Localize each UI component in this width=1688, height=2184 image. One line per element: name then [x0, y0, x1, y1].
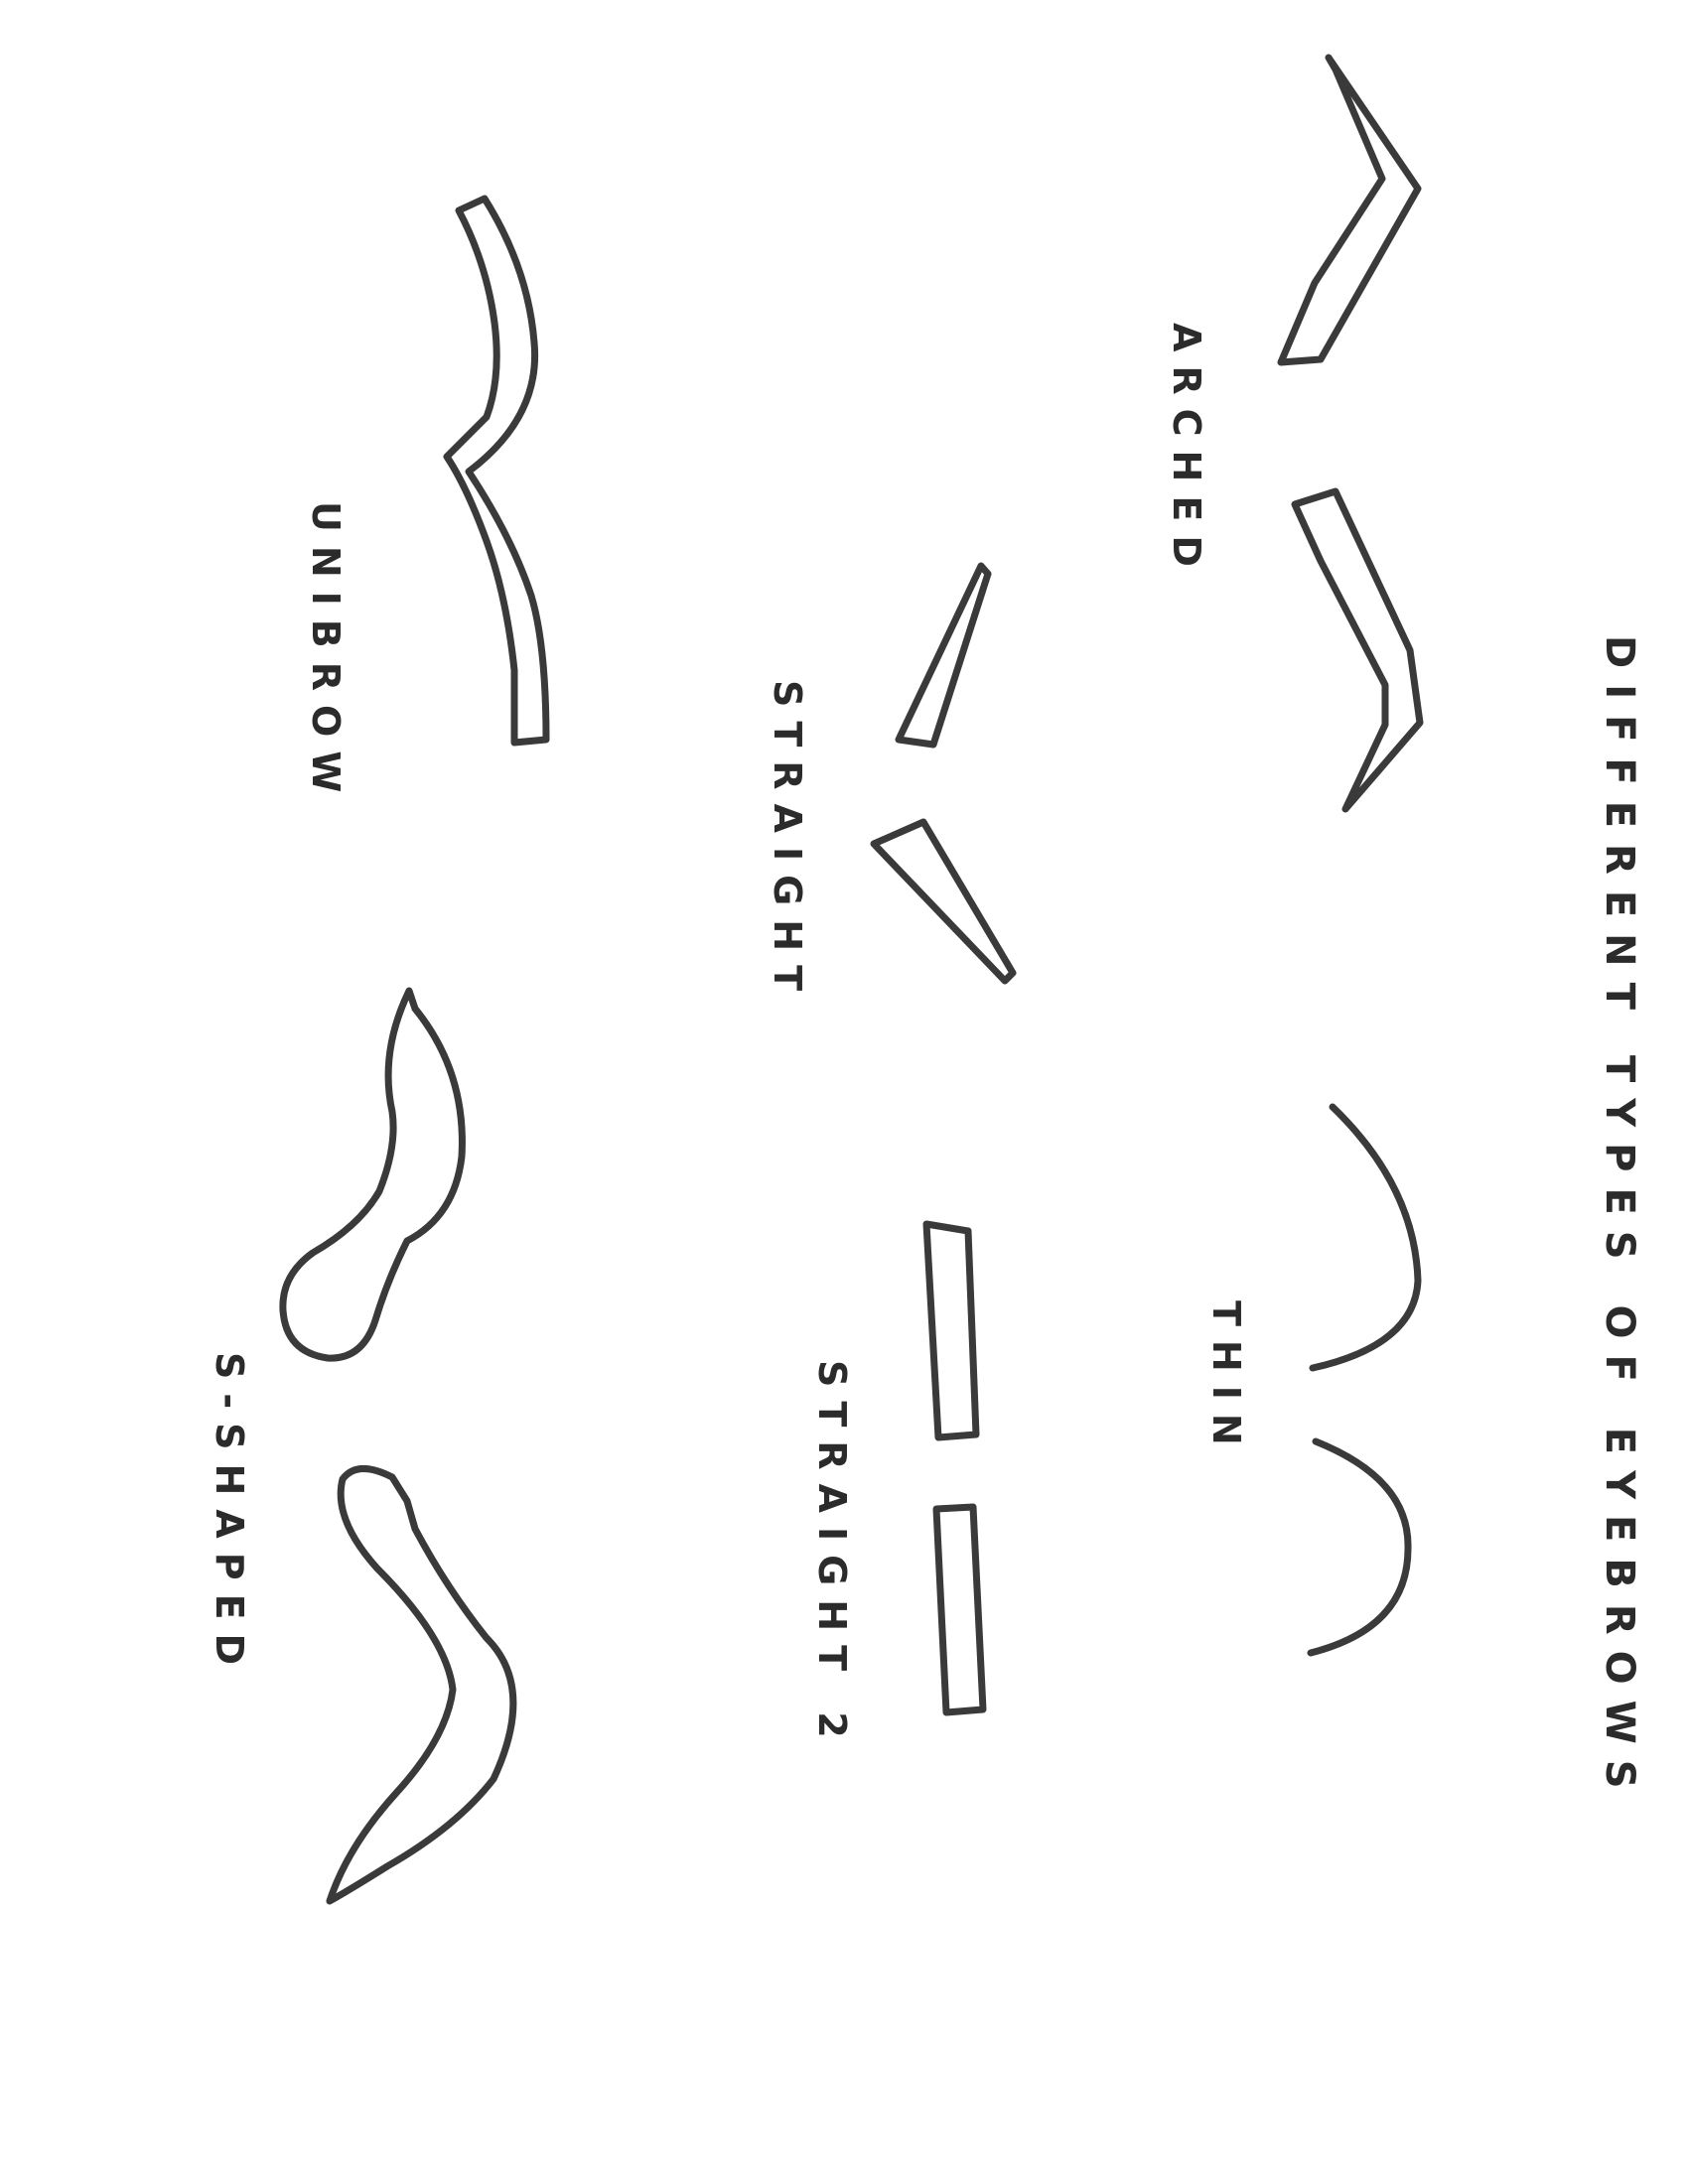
- arched-brow-right: [1291, 487, 1424, 813]
- label-straight2: STRAIGHT 2: [810, 1360, 854, 1752]
- thin-eyebrows: [1307, 1103, 1422, 1657]
- thin-brow-left: [1309, 1103, 1422, 1372]
- label-arched: ARCHED: [1165, 323, 1208, 581]
- s-shaped-brow-right: [326, 1465, 517, 1905]
- label-unibrow: UNIBROW: [304, 501, 348, 806]
- straight2-brow-left: [922, 1220, 980, 1441]
- straight-eyebrows: [870, 562, 1017, 985]
- straight-brow-left: [895, 562, 992, 749]
- thin-brow-right: [1307, 1437, 1412, 1657]
- diagram-title: DIFFERENT TYPES OF EYEBROWS: [1597, 635, 1642, 1805]
- straight2-eyebrows: [922, 1220, 987, 1716]
- s-shaped-eyebrows: [279, 987, 517, 1905]
- label-straight: STRAIGHT: [766, 680, 809, 1005]
- straight-brow-right: [870, 818, 1017, 985]
- label-s-shaped: S-SHAPED: [208, 1352, 251, 1679]
- arched-brow-left: [1277, 54, 1422, 366]
- unibrow: [443, 195, 550, 747]
- straight2-brow-right: [932, 1503, 987, 1716]
- arched-eyebrows: [1277, 54, 1424, 813]
- label-thin: THIN: [1204, 1300, 1248, 1459]
- s-shaped-brow-left: [279, 987, 466, 1362]
